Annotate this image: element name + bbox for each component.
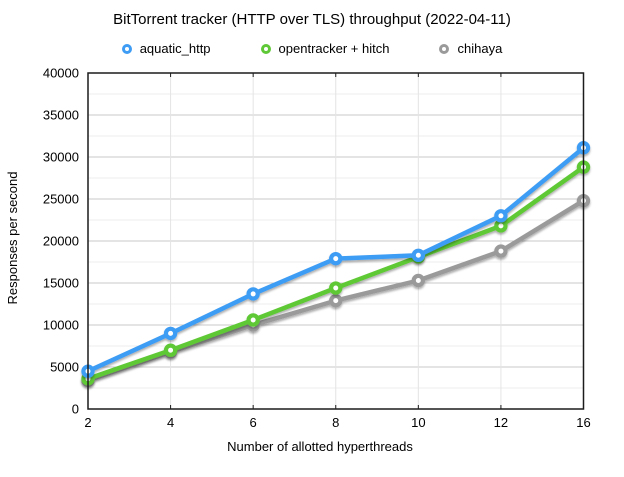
legend-label-chihaya: chihaya xyxy=(457,41,503,56)
data-point-8 xyxy=(329,293,343,308)
data-point-12 xyxy=(494,209,508,223)
data-point-8 xyxy=(329,281,343,295)
y-tick-label: 0 xyxy=(72,402,79,417)
y-tick-label: 5000 xyxy=(50,360,79,375)
legend-item-aquatic-http: aquatic_http xyxy=(121,41,211,56)
legend-label-aquatic-http: aquatic_http xyxy=(139,41,211,56)
y-tick-label: 40000 xyxy=(43,66,79,81)
legend-item-chihaya: chihaya xyxy=(439,41,502,56)
legend-label-opentracker-hitch: opentracker + hitch xyxy=(278,41,390,56)
legend-marker-icon-aquatic-http xyxy=(121,43,132,54)
legend-marker-icon-chihaya xyxy=(439,43,450,54)
chart-title: BitTorrent tracker (HTTP over TLS) throu… xyxy=(113,11,511,28)
data-point-12 xyxy=(494,219,508,233)
x-tick-label: 2 xyxy=(84,415,91,430)
x-tick-label: 10 xyxy=(411,415,425,430)
data-point-6 xyxy=(246,313,260,327)
data-point-4 xyxy=(163,343,178,357)
data-point-10 xyxy=(411,273,426,288)
y-tick-label: 15000 xyxy=(43,276,79,291)
x-tick-label: 6 xyxy=(250,415,257,430)
data-point-10 xyxy=(411,248,426,262)
y-tick-label: 10000 xyxy=(43,318,79,333)
x-tick-label: 8 xyxy=(332,415,339,430)
data-point-6 xyxy=(246,287,260,301)
x-tick-label: 12 xyxy=(494,415,508,430)
x-tick-label: 4 xyxy=(167,415,174,430)
data-point-12 xyxy=(494,244,508,258)
chart-legend: aquatic_http opentracker + hitch chihaya xyxy=(0,41,624,56)
x-axis-title: Number of allotted hyperthreads xyxy=(227,439,413,454)
legend-item-opentracker-hitch: opentracker + hitch xyxy=(260,41,390,56)
y-tick-label: 20000 xyxy=(43,234,79,249)
y-axis-title: Responses per second xyxy=(5,172,20,305)
y-tick-label: 30000 xyxy=(43,150,79,165)
data-point-4 xyxy=(163,326,178,341)
y-tick-label: 25000 xyxy=(43,192,79,207)
data-point-8 xyxy=(329,251,343,266)
y-tick-label: 35000 xyxy=(43,108,79,123)
x-tick-label: 16 xyxy=(576,415,590,430)
legend-marker-icon-opentracker-hitch xyxy=(260,43,271,54)
